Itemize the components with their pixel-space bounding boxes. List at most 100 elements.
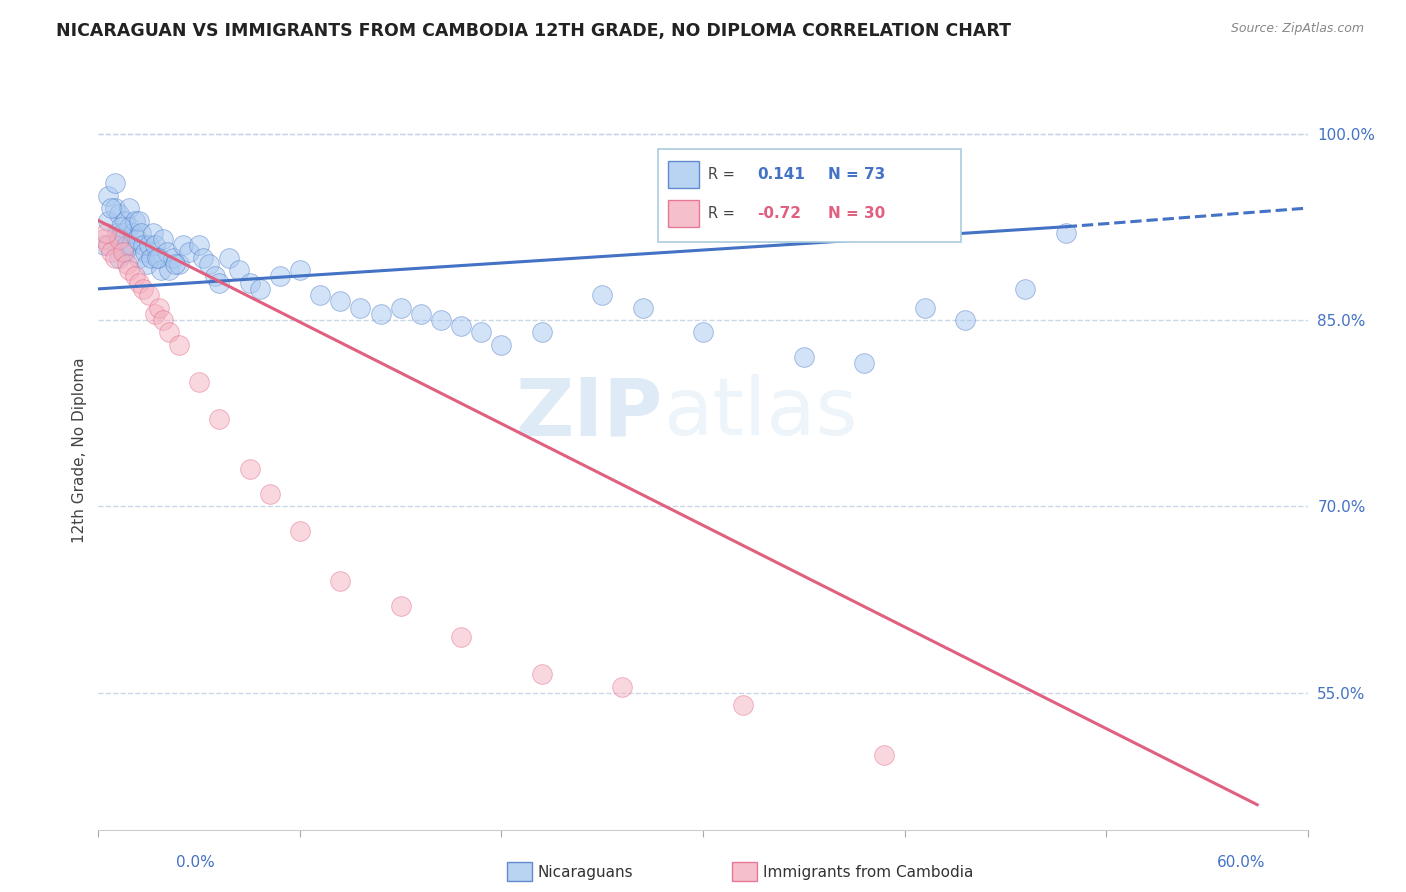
Point — [430, 313, 453, 327]
Point — [389, 599, 412, 613]
Point — [349, 301, 371, 315]
Point — [146, 251, 169, 265]
Point — [128, 251, 150, 265]
Point — [228, 263, 250, 277]
Text: atlas: atlas — [662, 374, 858, 452]
Point — [134, 244, 156, 259]
Point — [329, 294, 352, 309]
Point — [470, 326, 492, 340]
Point — [118, 201, 141, 215]
Point — [953, 313, 976, 327]
Point — [208, 412, 231, 426]
Point — [138, 238, 160, 252]
Point — [198, 257, 221, 271]
Text: Nicaraguans: Nicaraguans — [537, 865, 634, 880]
Point — [188, 238, 211, 252]
Point — [530, 667, 553, 681]
Point — [121, 226, 143, 240]
Point — [163, 257, 186, 271]
Point — [853, 356, 876, 370]
Point — [111, 244, 134, 259]
Text: ZIP: ZIP — [516, 374, 662, 452]
Text: R =: R = — [707, 167, 735, 182]
Point — [97, 238, 120, 252]
Point — [692, 326, 714, 340]
Point — [269, 269, 291, 284]
Text: N = 73: N = 73 — [828, 167, 886, 182]
Point — [239, 276, 262, 290]
Point — [97, 213, 120, 227]
Point — [167, 338, 190, 352]
Point — [148, 301, 170, 315]
Point — [530, 326, 553, 340]
Point — [156, 244, 179, 259]
Point — [124, 269, 146, 284]
Point — [100, 201, 122, 215]
Text: Source: ZipAtlas.com: Source: ZipAtlas.com — [1230, 22, 1364, 36]
Point — [143, 238, 166, 252]
Point — [111, 226, 134, 240]
Point — [591, 288, 613, 302]
Point — [142, 226, 165, 240]
Text: Immigrants from Cambodia: Immigrants from Cambodia — [762, 865, 973, 880]
Text: 0.141: 0.141 — [758, 167, 806, 182]
Point — [114, 244, 136, 259]
FancyBboxPatch shape — [658, 149, 962, 242]
Point — [129, 226, 152, 240]
Point — [148, 251, 170, 265]
Point — [409, 307, 432, 321]
Point — [128, 213, 150, 227]
Point — [115, 257, 138, 271]
Point — [1054, 226, 1077, 240]
Point — [103, 201, 125, 215]
Point — [172, 238, 194, 252]
Point — [188, 375, 211, 389]
Point — [135, 257, 157, 271]
Point — [124, 213, 146, 227]
Point — [733, 698, 755, 713]
Point — [450, 630, 472, 644]
Point — [93, 232, 115, 246]
Point — [105, 226, 128, 240]
Text: NICARAGUAN VS IMMIGRANTS FROM CAMBODIA 12TH GRADE, NO DIPLOMA CORRELATION CHART: NICARAGUAN VS IMMIGRANTS FROM CAMBODIA 1… — [56, 22, 1011, 40]
Point — [128, 276, 150, 290]
Point — [107, 251, 129, 265]
Point — [110, 232, 132, 246]
Point — [914, 301, 936, 315]
Point — [193, 251, 215, 265]
Point — [103, 251, 125, 265]
Point — [612, 680, 634, 694]
Point — [389, 301, 412, 315]
Point — [204, 269, 226, 284]
Point — [157, 263, 180, 277]
Point — [259, 487, 281, 501]
Point — [491, 338, 513, 352]
Point — [115, 238, 138, 252]
Text: R =: R = — [707, 206, 735, 221]
Point — [103, 176, 125, 190]
Point — [218, 251, 240, 265]
Point — [239, 462, 262, 476]
Point — [793, 350, 815, 364]
Point — [138, 288, 160, 302]
Point — [120, 238, 142, 252]
Point — [309, 288, 332, 302]
Point — [132, 238, 155, 252]
Text: N = 30: N = 30 — [828, 206, 886, 221]
Point — [370, 307, 392, 321]
Point — [167, 257, 190, 271]
Point — [873, 747, 896, 762]
Point — [132, 282, 155, 296]
Point — [288, 524, 311, 539]
Point — [152, 232, 174, 246]
Point — [125, 232, 148, 246]
Point — [631, 301, 654, 315]
Point — [100, 244, 122, 259]
Y-axis label: 12th Grade, No Diploma: 12th Grade, No Diploma — [72, 358, 87, 543]
Text: 60.0%: 60.0% — [1218, 855, 1265, 870]
Point — [143, 307, 166, 321]
Point — [97, 188, 120, 202]
Point — [157, 326, 180, 340]
Point — [114, 213, 136, 227]
Bar — [668, 200, 699, 227]
